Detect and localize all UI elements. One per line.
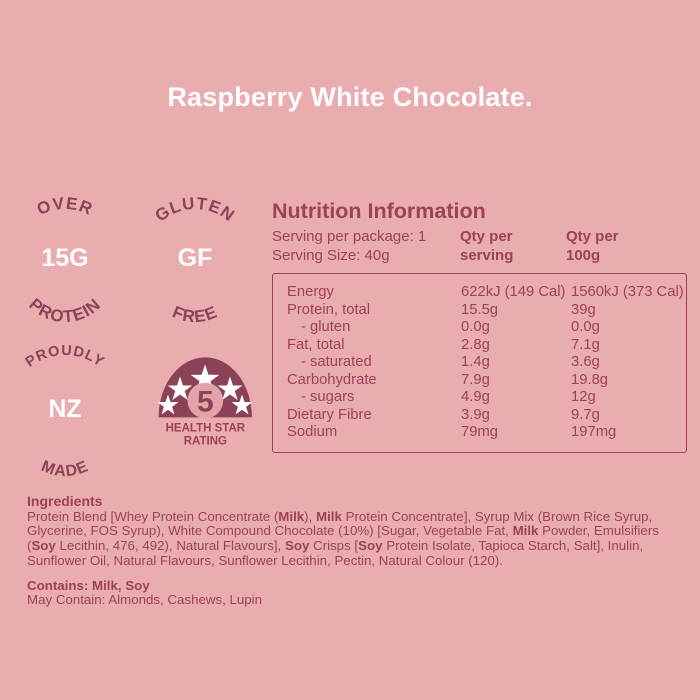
svg-text:GLUTEN: GLUTEN [152,194,239,226]
svg-text:GF: GF [178,244,213,272]
svg-text:PROTEIN: PROTEIN [25,294,104,326]
svg-text:MADE: MADE [39,458,91,480]
svg-text:OVER: OVER [34,194,95,219]
svg-text:HEALTH STAR: HEALTH STAR [166,423,246,435]
svg-text:FREE: FREE [170,302,221,326]
svg-text:NZ: NZ [48,395,81,423]
svg-text:RATING: RATING [184,436,227,448]
svg-text:5: 5 [197,386,214,419]
svg-text:15G: 15G [41,244,88,272]
